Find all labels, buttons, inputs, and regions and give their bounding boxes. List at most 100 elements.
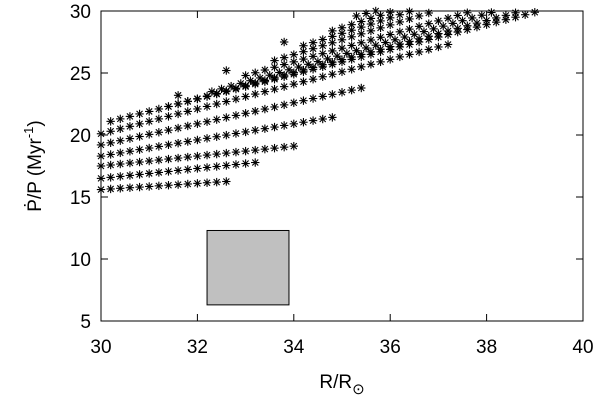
data-point bbox=[154, 155, 164, 165]
x-tick-label: 34 bbox=[283, 337, 305, 358]
data-point bbox=[145, 156, 154, 166]
data-point bbox=[395, 10, 405, 19]
data-point bbox=[337, 55, 347, 64]
data-point bbox=[328, 58, 337, 67]
data-point bbox=[443, 40, 453, 49]
data-point bbox=[424, 45, 433, 54]
x-tick-label: 36 bbox=[380, 337, 401, 358]
data-point bbox=[217, 84, 226, 94]
data-point bbox=[241, 92, 250, 101]
data-point bbox=[482, 16, 491, 25]
x-axis-label-main: R/R bbox=[319, 372, 352, 393]
data-point bbox=[173, 138, 183, 148]
data-point bbox=[193, 104, 202, 114]
data-point bbox=[116, 124, 125, 133]
data-point bbox=[328, 90, 337, 99]
data-point bbox=[270, 102, 279, 112]
data-point bbox=[318, 41, 327, 50]
data-point bbox=[299, 65, 308, 75]
y-tick-label: 5 bbox=[80, 312, 91, 333]
plot-frame bbox=[100, 10, 584, 322]
data-point bbox=[313, 57, 323, 66]
data-point bbox=[236, 79, 245, 88]
data-point bbox=[260, 87, 270, 96]
data-point bbox=[106, 127, 115, 136]
data-point bbox=[145, 182, 154, 191]
data-point bbox=[116, 172, 125, 181]
data-point bbox=[231, 147, 241, 157]
x-axis-label: R/R⊙ bbox=[319, 372, 364, 398]
data-point bbox=[173, 123, 183, 133]
data-point bbox=[414, 22, 424, 31]
data-point bbox=[328, 70, 337, 79]
data-point bbox=[405, 50, 414, 59]
data-point bbox=[212, 177, 221, 187]
data-point bbox=[318, 114, 327, 124]
axis-ticks-layer bbox=[100, 10, 584, 322]
data-point bbox=[318, 72, 327, 81]
data-point bbox=[492, 13, 501, 23]
data-point bbox=[357, 17, 366, 26]
data-point bbox=[183, 137, 192, 146]
data-point bbox=[183, 165, 192, 174]
x-tick-label: 32 bbox=[187, 337, 208, 358]
data-point bbox=[164, 112, 173, 121]
data-point bbox=[328, 113, 337, 122]
data-point bbox=[308, 75, 318, 84]
data-point bbox=[231, 94, 241, 104]
data-point bbox=[376, 44, 385, 54]
data-point bbox=[106, 117, 115, 126]
data-point bbox=[405, 24, 414, 34]
x-tick-label: 30 bbox=[90, 337, 111, 358]
data-point bbox=[222, 177, 231, 186]
data-point bbox=[347, 26, 356, 35]
data-point bbox=[337, 44, 347, 53]
data-point bbox=[164, 125, 173, 135]
data-point bbox=[477, 11, 486, 20]
shaded-region-layer bbox=[206, 229, 290, 306]
data-point bbox=[212, 149, 221, 159]
data-point bbox=[231, 111, 241, 120]
data-point bbox=[251, 89, 260, 99]
data-point bbox=[154, 168, 164, 177]
data-point bbox=[183, 121, 192, 131]
data-point bbox=[135, 132, 144, 141]
data-point bbox=[231, 160, 241, 169]
data-point bbox=[289, 79, 298, 89]
data-point bbox=[279, 53, 289, 62]
data-point bbox=[183, 179, 192, 189]
data-point bbox=[467, 13, 477, 23]
data-point bbox=[183, 152, 192, 162]
data-point bbox=[366, 35, 376, 45]
data-point bbox=[135, 119, 144, 129]
data-point bbox=[337, 88, 347, 97]
data-point bbox=[260, 124, 270, 133]
data-point bbox=[106, 173, 115, 182]
data-point bbox=[260, 144, 270, 154]
x-axis-label-subscript: ⊙ bbox=[352, 381, 365, 398]
tick-labels-layer: 30 32 34 36 38 40 5 10 15 20 25 30 bbox=[70, 2, 594, 358]
data-point bbox=[125, 183, 135, 192]
data-point bbox=[251, 68, 260, 77]
data-point bbox=[511, 8, 520, 17]
y-tick-label: 20 bbox=[70, 126, 91, 147]
data-point bbox=[241, 109, 250, 118]
y-axis-label: Ṗ/P (Myr-1) bbox=[21, 120, 46, 211]
data-point bbox=[299, 77, 308, 86]
data-point bbox=[135, 170, 144, 179]
data-point bbox=[241, 71, 250, 80]
data-point bbox=[275, 68, 284, 77]
data-point bbox=[501, 11, 511, 20]
data-point bbox=[212, 99, 221, 109]
data-point bbox=[352, 46, 361, 55]
data-point bbox=[429, 24, 438, 34]
data-point bbox=[125, 134, 135, 143]
data-point bbox=[472, 18, 482, 28]
data-point bbox=[202, 91, 212, 101]
data-point bbox=[279, 82, 289, 91]
data-point bbox=[366, 47, 376, 56]
data-point bbox=[463, 8, 472, 17]
data-point bbox=[289, 141, 298, 151]
data-point bbox=[183, 97, 192, 106]
data-point bbox=[289, 119, 298, 129]
